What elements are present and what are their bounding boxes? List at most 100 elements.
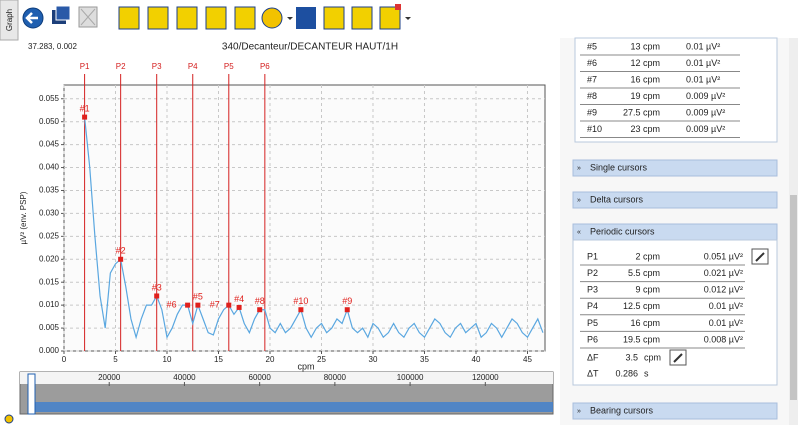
peak-label: #7 xyxy=(210,300,220,310)
peak-frequency: 16 cpm xyxy=(630,74,660,84)
tool-buttons xyxy=(118,4,411,30)
peak-amplitude: 0.01 µV² xyxy=(686,58,720,68)
section-title: Single cursors xyxy=(590,162,648,172)
plot-area xyxy=(63,84,546,352)
cursor-frequency: 16 cpm xyxy=(630,318,660,328)
overview-tick-label: 40000 xyxy=(173,373,196,382)
peak-amplitude: 0.01 µV² xyxy=(686,41,720,51)
tool-button[interactable] xyxy=(234,6,256,30)
cursor-id: P4 xyxy=(587,301,598,311)
overview-tick-label: 120000 xyxy=(472,373,499,382)
y-tick-label: 0.010 xyxy=(39,300,60,309)
overview-tick-label: 80000 xyxy=(324,373,347,382)
cursor-id: P6 xyxy=(587,334,598,344)
y-tick-label: 0.035 xyxy=(39,186,60,195)
chart-title: 340/Decanteur/DECANTEUR HAUT/1H xyxy=(222,42,398,53)
cursor-amplitude: 0.012 µV² xyxy=(704,285,743,295)
graph-tab[interactable] xyxy=(0,0,19,41)
cursor-frequency: 19.5 cpm xyxy=(623,334,660,344)
overview-thumb[interactable] xyxy=(27,373,36,415)
tool-button[interactable] xyxy=(261,7,283,29)
dropdown-arrow xyxy=(405,17,411,20)
windows-icon xyxy=(55,5,71,21)
x-tick-label: 10 xyxy=(163,355,172,364)
cursor-frequency: 9 cpm xyxy=(635,285,660,295)
peak-id: #8 xyxy=(587,91,597,101)
peak-label: #4 xyxy=(234,294,244,304)
peak-label: #2 xyxy=(116,246,126,256)
graph-tab-label: Graph xyxy=(5,9,14,31)
delta-f-value: 3.5 xyxy=(625,352,638,362)
peaks-table: #5 13 cpm 0.01 µV² #6 12 cpm 0.01 µV² #7 16 cpm… xyxy=(580,41,740,138)
peak-marker xyxy=(82,114,88,120)
peak-id: #10 xyxy=(587,124,602,134)
y-axis-label: µV² (env. PSP) xyxy=(19,191,28,244)
periodic-table: P1 2 cpm 0.051 µV² P2 5.5 cpm 0.021 µV² P3 9 cp… xyxy=(580,251,745,349)
peak-marker xyxy=(298,307,304,313)
x-tick-label: 0 xyxy=(62,355,67,364)
cursor-id: P1 xyxy=(587,251,598,261)
y-tick-label: 0.000 xyxy=(39,346,60,355)
scrollbar-thumb[interactable] xyxy=(790,195,797,400)
tool-button[interactable] xyxy=(176,6,198,30)
edit-icon xyxy=(755,252,765,262)
peak-marker xyxy=(257,307,263,313)
single-cursors-header[interactable]: » Single cursors xyxy=(572,159,778,177)
cursor-label: P6 xyxy=(260,62,270,71)
delta-f-label: ΔF xyxy=(587,352,599,362)
section-title: Periodic cursors xyxy=(590,226,655,236)
periodic-cursors-header[interactable]: « Periodic cursors xyxy=(572,223,778,241)
peak-label: #1 xyxy=(80,103,90,113)
cursor-label: P3 xyxy=(152,62,162,71)
cursor-label: P2 xyxy=(116,62,126,71)
delta-cursors-header[interactable]: » Delta cursors xyxy=(572,191,778,209)
overview-tick-label: 100000 xyxy=(397,373,424,382)
delta-t-unit: s xyxy=(644,368,649,378)
peak-id: #5 xyxy=(587,41,597,51)
tool-button[interactable] xyxy=(118,6,140,30)
cursor-amplitude: 0.021 µV² xyxy=(704,268,743,278)
y-tick-label: 0.050 xyxy=(39,117,60,126)
peak-frequency: 27.5 cpm xyxy=(623,107,660,117)
chevron: » xyxy=(577,408,581,415)
back-arrow xyxy=(25,12,38,24)
peak-frequency: 13 cpm xyxy=(630,41,660,51)
y-tick-label: 0.030 xyxy=(39,209,60,218)
tool-button[interactable] xyxy=(147,6,169,30)
tool-button[interactable] xyxy=(205,6,227,30)
chevron: « xyxy=(577,229,581,236)
cursor-label: P4 xyxy=(188,62,198,71)
peak-label: #5 xyxy=(193,292,203,302)
cursor-amplitude: 0.051 µV² xyxy=(704,251,743,261)
x-axis-label: cpm xyxy=(297,361,314,371)
y-tick-label: 0.040 xyxy=(39,163,60,172)
peak-marker xyxy=(154,293,160,299)
peak-amplitude: 0.01 µV² xyxy=(686,74,720,84)
x-tick-label: 20 xyxy=(266,355,275,364)
peak-marker xyxy=(236,304,242,310)
tool-button[interactable] xyxy=(296,7,316,29)
peak-frequency: 19 cpm xyxy=(630,91,660,101)
close-badge xyxy=(395,4,401,10)
peak-id: #6 xyxy=(587,58,597,68)
delta-f-unit: cpm xyxy=(644,352,661,362)
tool-button[interactable] xyxy=(323,6,345,30)
y-tick-label: 0.020 xyxy=(39,254,60,263)
peak-frequency: 12 cpm xyxy=(630,58,660,68)
status-icon xyxy=(4,414,14,424)
peak-marker xyxy=(118,256,124,262)
cursor-frequency: 5.5 cpm xyxy=(628,268,660,278)
peak-label: #6 xyxy=(167,300,177,310)
section-title: Bearing cursors xyxy=(590,405,654,415)
tool-button[interactable] xyxy=(379,6,401,30)
peak-label: #9 xyxy=(342,296,352,306)
x-tick-label: 30 xyxy=(369,355,378,364)
x-tick-label: 15 xyxy=(214,355,223,364)
bearing-cursors-header[interactable]: » Bearing cursors xyxy=(572,402,778,420)
delta-t-value: 0.286 xyxy=(615,368,638,378)
peaks-box xyxy=(574,37,778,143)
tool-button[interactable] xyxy=(351,6,373,30)
coordinate-readout: 37.283, 0.002 xyxy=(28,42,77,51)
cursor-amplitude: 0.01 µV² xyxy=(709,318,743,328)
peak-marker xyxy=(195,302,201,308)
